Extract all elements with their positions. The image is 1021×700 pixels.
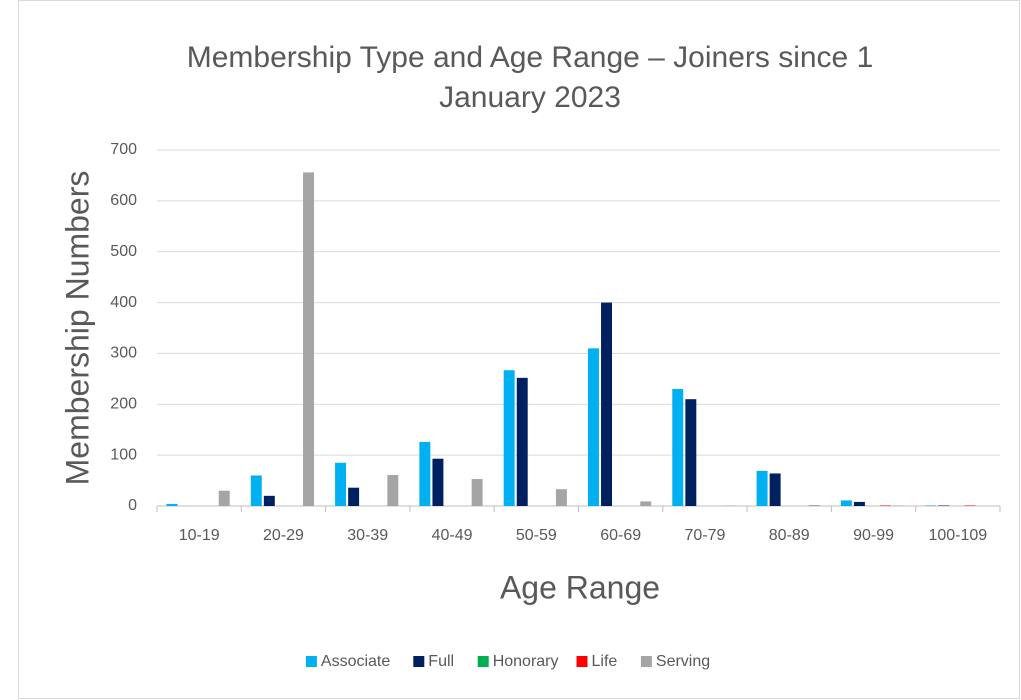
bar	[640, 501, 652, 506]
bar	[587, 348, 599, 506]
bar	[808, 504, 820, 506]
bar	[516, 377, 528, 506]
x-tick-label: 40-49	[432, 527, 473, 544]
y-tick-label: 0	[128, 497, 137, 514]
y-tick-label: 300	[110, 345, 137, 362]
legend-swatch	[413, 656, 425, 667]
x-tick-label: 90-99	[853, 527, 894, 544]
bar	[432, 458, 444, 506]
bar	[303, 172, 315, 506]
y-tick-label: 700	[110, 141, 137, 158]
legend-swatch	[640, 656, 652, 667]
bar	[724, 505, 736, 506]
y-tick-label: 100	[110, 446, 137, 463]
bar	[880, 505, 892, 506]
bar	[335, 462, 347, 506]
chart-title: Membership Type and Age Range – Joiners …	[186, 41, 874, 114]
bar	[471, 479, 483, 506]
bar	[938, 505, 950, 506]
x-tick-label: 50-59	[516, 527, 557, 544]
x-axis-label: Age Range	[500, 569, 660, 605]
bar	[925, 505, 937, 506]
legend-swatch	[477, 656, 489, 667]
x-tick-label: 60-69	[600, 527, 641, 544]
y-tick-label: 400	[110, 294, 137, 311]
bar	[964, 505, 976, 506]
bar	[685, 399, 697, 506]
legend-label: Full	[428, 653, 454, 670]
bar	[672, 389, 684, 506]
bar	[263, 495, 275, 506]
x-tick-label: 80-89	[769, 527, 810, 544]
bar	[756, 470, 768, 506]
legend-swatch	[576, 656, 588, 667]
x-tick-label: 100-109	[928, 527, 987, 544]
bar	[348, 487, 360, 506]
bar	[893, 505, 905, 506]
bar	[166, 503, 178, 506]
legend-swatch	[305, 656, 317, 667]
bar	[853, 501, 865, 506]
y-axis-label: Membership Numbers	[59, 171, 95, 486]
x-tick-label: 30-39	[347, 527, 388, 544]
x-tick-label: 70-79	[684, 527, 725, 544]
bar	[419, 441, 431, 506]
legend-label: Serving	[656, 653, 710, 670]
y-tick-label: 200	[110, 396, 137, 413]
bar	[218, 490, 230, 506]
bar	[601, 302, 613, 506]
y-tick-label: 500	[110, 243, 137, 260]
x-tick-label: 20-29	[263, 527, 304, 544]
x-tick-label: 10-19	[179, 527, 220, 544]
bar	[769, 473, 781, 506]
bar	[840, 500, 852, 506]
y-tick-label: 600	[110, 192, 137, 209]
chart-border	[18, 0, 1020, 699]
bar	[387, 474, 399, 506]
bar	[503, 370, 515, 506]
bar	[555, 489, 567, 506]
legend-label: Honorary	[493, 653, 559, 670]
legend-label: Life	[592, 653, 618, 670]
bar	[250, 475, 262, 506]
legend-label: Associate	[321, 653, 390, 670]
